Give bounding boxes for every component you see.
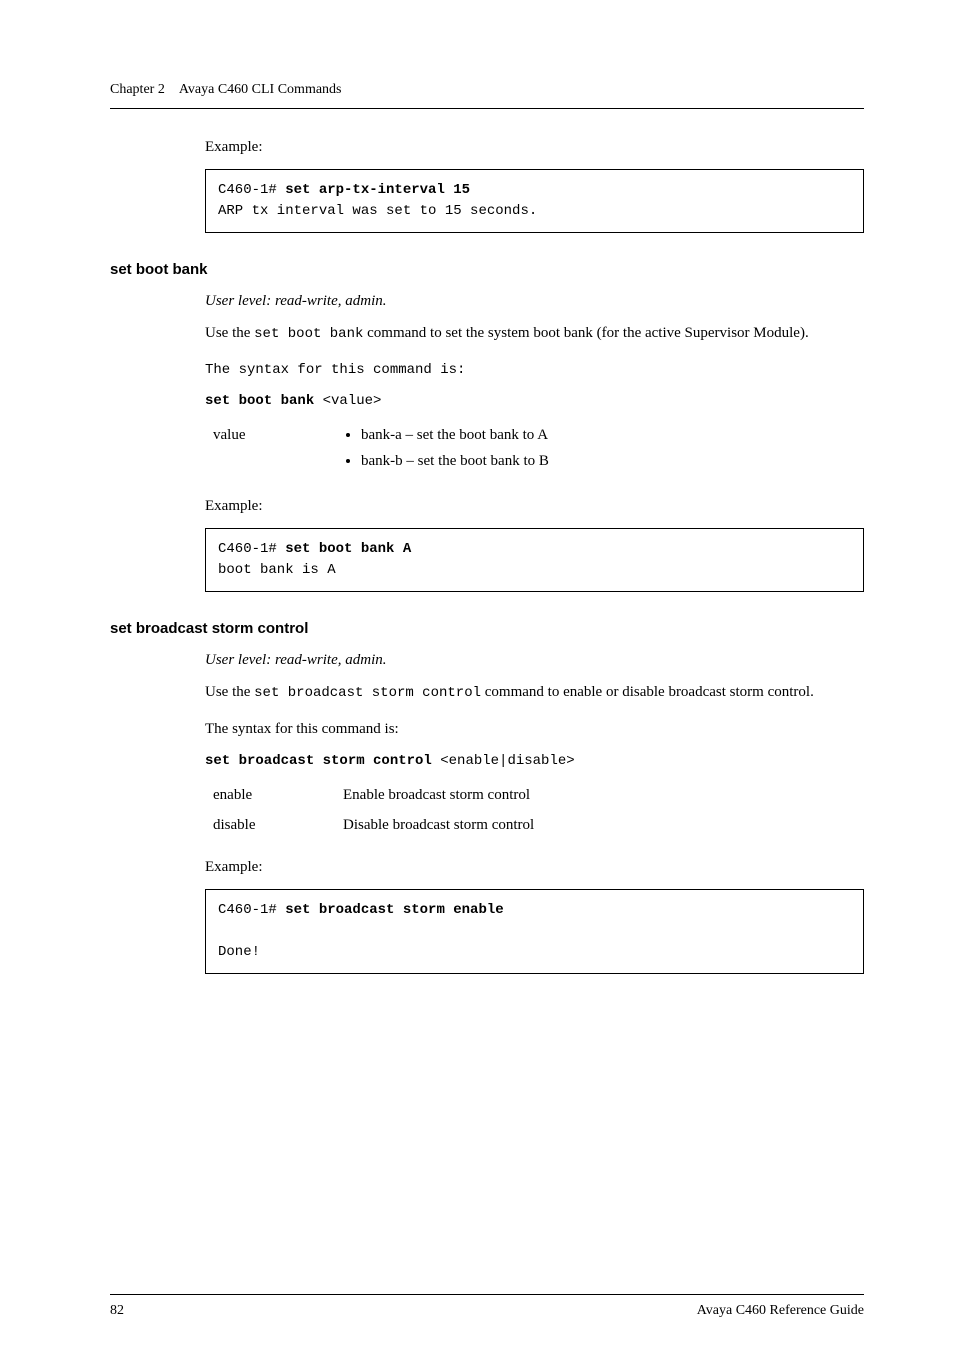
running-header: Chapter 2 Avaya C460 CLI Commands bbox=[110, 80, 864, 100]
syntax-line: set boot bank <value> bbox=[205, 391, 864, 411]
description: Use the set broadcast storm control comm… bbox=[205, 682, 864, 704]
code-command: set broadcast storm enable bbox=[285, 902, 503, 918]
code-output: Done! bbox=[218, 944, 260, 960]
example-label: Example: bbox=[205, 857, 864, 879]
code-example: C460-1# set boot bank A boot bank is A bbox=[205, 528, 864, 592]
code-example: C460-1# set arp-tx-interval 15 ARP tx in… bbox=[205, 169, 864, 233]
chapter-label: Chapter 2 bbox=[110, 82, 165, 97]
param-row: disable Disable broadcast storm control bbox=[205, 815, 864, 837]
chapter-title: Avaya C460 CLI Commands bbox=[179, 82, 342, 97]
desc-cmd: set broadcast storm control bbox=[254, 685, 481, 701]
code-output: ARP tx interval was set to 15 seconds. bbox=[218, 203, 537, 219]
syntax-line: set broadcast storm control <enable|disa… bbox=[205, 751, 864, 771]
code-command: set arp-tx-interval 15 bbox=[285, 182, 470, 198]
code-prompt: C460-1# bbox=[218, 902, 285, 918]
param-value: bank-a – set the boot bank to A bank-b –… bbox=[343, 425, 864, 477]
page-number: 82 bbox=[110, 1301, 124, 1321]
param-row: value bank-a – set the boot bank to A ba… bbox=[205, 425, 864, 477]
desc-post: command to enable or disable broadcast s… bbox=[481, 684, 814, 700]
desc-pre: Use the bbox=[205, 325, 254, 341]
code-command: set boot bank A bbox=[285, 541, 411, 557]
section-heading-set-boot-bank: set boot bank bbox=[110, 259, 864, 281]
header-rule bbox=[110, 108, 864, 109]
param-key: enable bbox=[213, 785, 343, 807]
page-footer: 82 Avaya C460 Reference Guide bbox=[110, 1294, 864, 1321]
param-bullet: bank-b – set the boot bank to B bbox=[361, 451, 864, 473]
syntax-cmd: set boot bank bbox=[205, 393, 314, 409]
user-level: User level: read-write, admin. bbox=[205, 650, 864, 672]
section-heading-set-broadcast-storm-control: set broadcast storm control bbox=[110, 618, 864, 640]
param-value: Enable broadcast storm control bbox=[343, 785, 864, 807]
code-prompt: C460-1# bbox=[218, 541, 285, 557]
syntax-arg: <enable|disable> bbox=[432, 753, 575, 769]
example-label: Example: bbox=[205, 137, 864, 159]
example-label: Example: bbox=[205, 496, 864, 518]
param-value: Disable broadcast storm control bbox=[343, 815, 864, 837]
desc-cmd: set boot bank bbox=[254, 326, 363, 342]
param-row: enable Enable broadcast storm control bbox=[205, 785, 864, 807]
code-output: boot bank is A bbox=[218, 562, 336, 578]
param-bullet: bank-a – set the boot bank to A bbox=[361, 425, 864, 447]
syntax-intro: The syntax for this command is: bbox=[205, 360, 864, 380]
footer-title: Avaya C460 Reference Guide bbox=[697, 1301, 864, 1321]
syntax-arg: <value> bbox=[314, 393, 381, 409]
param-key: value bbox=[213, 425, 343, 447]
desc-post: command to set the system boot bank (for… bbox=[363, 325, 808, 341]
desc-pre: Use the bbox=[205, 684, 254, 700]
user-level: User level: read-write, admin. bbox=[205, 291, 864, 313]
footer-rule bbox=[110, 1294, 864, 1295]
description: Use the set boot bank command to set the… bbox=[205, 323, 864, 345]
param-key: disable bbox=[213, 815, 343, 837]
code-example: C460-1# set broadcast storm enable Done! bbox=[205, 889, 864, 974]
syntax-intro: The syntax for this command is: bbox=[205, 719, 864, 741]
syntax-cmd: set broadcast storm control bbox=[205, 753, 432, 769]
code-prompt: C460-1# bbox=[218, 182, 285, 198]
